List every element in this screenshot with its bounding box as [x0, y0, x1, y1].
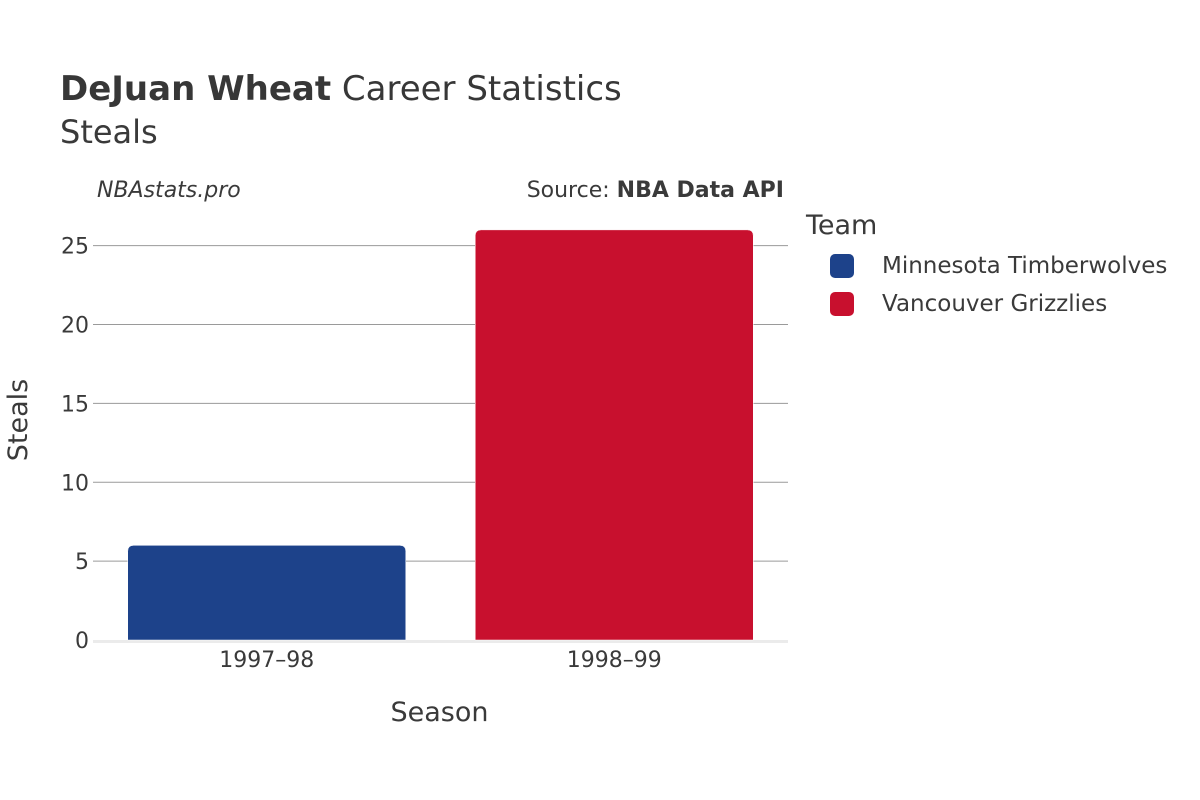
chart-title: DeJuan Wheat Career Statistics	[60, 68, 622, 110]
y-tick-label-25: 25	[61, 235, 89, 260]
legend-label-vancouver: Vancouver Grizzlies	[882, 291, 1108, 317]
y-axis-title: Steals	[3, 379, 34, 461]
bar-vancouver-grizzlies-1998–99	[475, 229, 754, 641]
x-axis-title: Season	[391, 697, 489, 728]
legend-label-minnesota: Minnesota Timberwolves	[882, 253, 1168, 279]
source-name: NBA Data API	[616, 178, 784, 203]
legend-title: Team	[806, 210, 878, 241]
y-tick-label-0: 0	[75, 629, 89, 654]
chart-title-suffix: Career Statistics	[331, 69, 622, 109]
bar-minnesota-timberwolves-1997–98	[127, 545, 406, 641]
chart-title-player: DeJuan Wheat	[60, 69, 332, 109]
x-tick-label-1997–98: 1997–98	[219, 648, 314, 673]
legend-swatch-vancouver	[830, 292, 854, 316]
y-tick-label-5: 5	[75, 550, 89, 575]
legend-item-vancouver-grizzlies[interactable]: Vancouver Grizzlies	[830, 289, 1107, 319]
x-tick-label-1998–99: 1998–99	[567, 648, 662, 673]
y-tick-label-15: 15	[61, 392, 89, 417]
legend-item-minnesota-timberwolves[interactable]: Minnesota Timberwolves	[830, 251, 1167, 281]
y-tick-label-20: 20	[61, 314, 89, 339]
source-credit: Source: NBA Data API	[527, 178, 784, 203]
chart-subtitle: Steals	[60, 113, 158, 151]
site-credit: NBAstats.pro	[97, 178, 241, 203]
source-prefix: Source:	[526, 178, 617, 203]
legend-swatch-minnesota	[830, 254, 854, 278]
y-tick-label-10: 10	[61, 471, 89, 496]
